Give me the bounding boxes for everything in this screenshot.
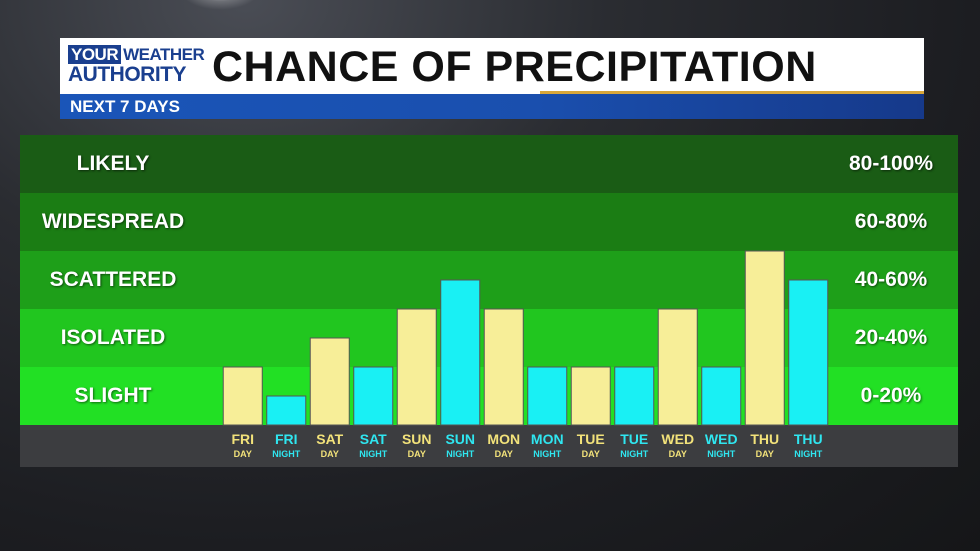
x-label-day-12: THU bbox=[750, 431, 779, 447]
precipitation-chart: LIKELY 80-100% WIDESPREAD 60-80% SCATTER… bbox=[20, 135, 958, 467]
bar-sat-day bbox=[309, 337, 350, 426]
band-range-isolated: 20-40% bbox=[854, 326, 928, 349]
subtitle-bar: NEXT 7 DAYS bbox=[60, 94, 924, 119]
bar-thu-night bbox=[788, 279, 829, 426]
band-label-slight: SLIGHT bbox=[74, 384, 152, 407]
x-label-period-9: NIGHT bbox=[620, 449, 649, 459]
band-range-likely: 80-100% bbox=[848, 152, 934, 175]
x-label-day-5: SUN bbox=[445, 431, 475, 447]
band-label-scattered: SCATTERED bbox=[49, 268, 177, 291]
bars-plot: FRI DAY FRI NIGHT SAT DAY SAT NIGHT SUN DAY SUN NIG… bbox=[222, 250, 829, 459]
x-label-period-0: DAY bbox=[234, 449, 252, 459]
logo-weather-text: WEATHER bbox=[123, 45, 205, 64]
bar-sat-night bbox=[353, 366, 394, 426]
bar-tue-night bbox=[614, 366, 655, 426]
x-label-period-4: DAY bbox=[408, 449, 426, 459]
light-glow bbox=[180, 0, 260, 10]
bar-mon-night bbox=[527, 366, 568, 426]
logo-your-text: YOUR bbox=[68, 45, 122, 64]
x-label-day-2: SAT bbox=[316, 431, 343, 447]
bar-wed-night bbox=[701, 366, 742, 426]
x-label-day-9: TUE bbox=[620, 431, 648, 447]
bar-sun-night bbox=[440, 279, 481, 426]
bar-tue-day bbox=[570, 366, 611, 426]
x-label-period-10: DAY bbox=[669, 449, 687, 459]
bar-mon-day bbox=[483, 308, 524, 426]
accent-stripe bbox=[540, 91, 924, 94]
page-title: CHANCE OF PRECIPITATION bbox=[212, 43, 817, 91]
title-bar: YOUR WEATHER AUTHORITY CHANCE OF PRECIPIT… bbox=[60, 38, 924, 94]
logo-authority-text: AUTHORITY bbox=[68, 63, 187, 86]
subtitle: NEXT 7 DAYS bbox=[70, 97, 180, 116]
x-label-day-13: THU bbox=[794, 431, 823, 447]
x-label-period-12: DAY bbox=[756, 449, 774, 459]
x-label-day-10: WED bbox=[661, 431, 694, 447]
bar-thu-day bbox=[744, 250, 785, 426]
bar-wed-day bbox=[657, 308, 698, 426]
x-label-day-0: FRI bbox=[231, 431, 254, 447]
band-likely: LIKELY 80-100% bbox=[20, 135, 958, 193]
x-label-period-2: DAY bbox=[321, 449, 339, 459]
bar-fri-night bbox=[266, 395, 307, 426]
x-label-period-1: NIGHT bbox=[272, 449, 301, 459]
x-label-day-1: FRI bbox=[275, 431, 298, 447]
x-axis-strip bbox=[20, 425, 958, 467]
band-label-widespread: WIDESPREAD bbox=[41, 210, 185, 233]
x-label-period-5: NIGHT bbox=[446, 449, 475, 459]
x-label-period-7: NIGHT bbox=[533, 449, 562, 459]
bar-fri-day bbox=[222, 366, 263, 426]
x-label-period-3: NIGHT bbox=[359, 449, 388, 459]
your-weather-authority-logo: YOUR WEATHER AUTHORITY bbox=[68, 45, 205, 87]
band-widespread: WIDESPREAD 60-80% bbox=[20, 193, 958, 251]
band-label-likely: LIKELY bbox=[76, 152, 150, 175]
x-label-period-11: NIGHT bbox=[707, 449, 736, 459]
band-range-scattered: 40-60% bbox=[854, 268, 928, 291]
x-label-day-6: MON bbox=[487, 431, 520, 447]
x-label-day-3: SAT bbox=[360, 431, 387, 447]
x-label-day-7: MON bbox=[531, 431, 564, 447]
x-label-day-11: WED bbox=[705, 431, 738, 447]
band-range-slight: 0-20% bbox=[860, 384, 922, 407]
band-label-isolated: ISOLATED bbox=[60, 326, 166, 349]
x-label-period-13: NIGHT bbox=[794, 449, 823, 459]
bar-sun-day bbox=[396, 308, 437, 426]
x-label-period-6: DAY bbox=[495, 449, 513, 459]
band-range-widespread: 60-80% bbox=[854, 210, 928, 233]
x-label-period-8: DAY bbox=[582, 449, 600, 459]
x-label-day-8: TUE bbox=[577, 431, 605, 447]
x-label-day-4: SUN bbox=[402, 431, 432, 447]
